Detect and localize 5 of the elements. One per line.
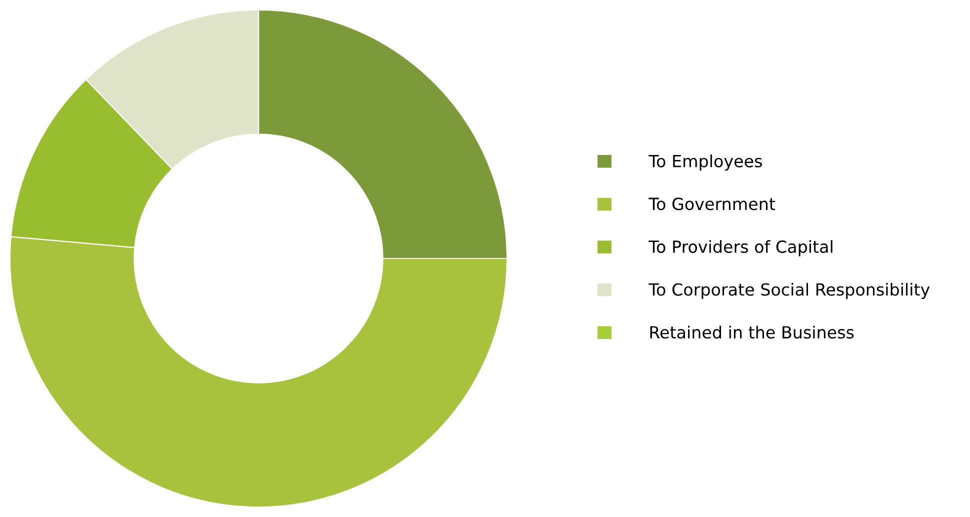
legend-label: To Corporate Social Responsibility <box>648 282 930 300</box>
legend-label: To Providers of Capital <box>648 240 832 256</box>
legend-label: To Employees <box>648 154 762 171</box>
legend-label: Retained in the Business <box>650 326 854 339</box>
legend-label: To Government <box>648 198 776 210</box>
